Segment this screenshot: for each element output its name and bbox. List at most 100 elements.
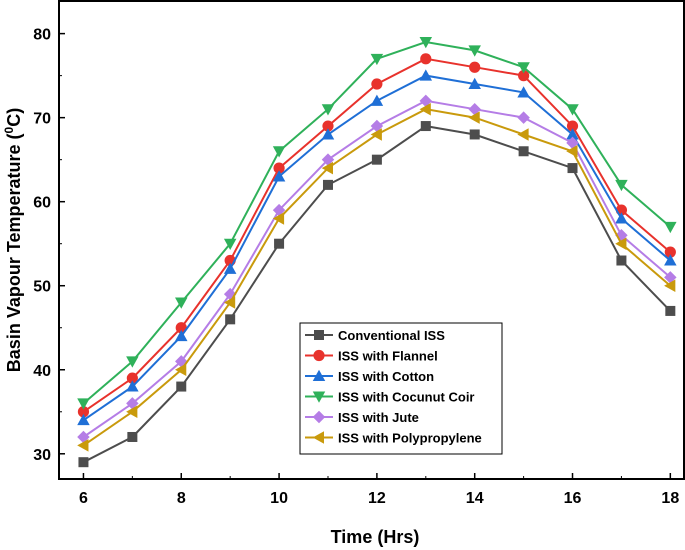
- series-4: [77, 94, 677, 444]
- legend-marker: [313, 349, 325, 362]
- y-axis-ticks: 30 40 50 60 70 80: [33, 27, 65, 464]
- data-point: [321, 104, 335, 116]
- data-point: [370, 128, 382, 141]
- data-point: [175, 329, 188, 342]
- data-point: [223, 238, 237, 250]
- data-point: [370, 53, 384, 66]
- series-2: [77, 69, 677, 426]
- data-point: [126, 397, 139, 410]
- data-point: [664, 246, 676, 258]
- data-point: [77, 413, 90, 426]
- y-tick-label: 70: [33, 111, 51, 128]
- data-point: [517, 128, 529, 141]
- data-point: [567, 163, 578, 174]
- data-point: [665, 305, 676, 316]
- legend-marker: [312, 391, 326, 403]
- legend-label: ISS with Jute: [338, 410, 419, 425]
- y-tick-label: 40: [33, 363, 51, 380]
- data-point: [126, 380, 139, 392]
- x-tick-label: 16: [564, 490, 582, 507]
- series-5: [77, 102, 676, 452]
- data-point: [371, 78, 383, 90]
- data-point: [468, 102, 481, 116]
- data-point: [78, 457, 89, 468]
- y-axis-title-sup: 0: [2, 126, 16, 133]
- plot-frame: [58, 0, 685, 480]
- y-tick-label: 50: [33, 279, 51, 296]
- data-point: [664, 221, 677, 234]
- legend-box: [299, 322, 503, 455]
- data-point: [322, 179, 333, 190]
- series-3: [77, 37, 677, 410]
- data-point: [225, 314, 236, 325]
- legend-marker: [312, 369, 326, 381]
- data-point: [420, 53, 432, 65]
- y-tick-label: 80: [33, 27, 51, 44]
- data-point: [468, 45, 481, 57]
- data-point: [566, 120, 579, 132]
- data-point: [321, 128, 335, 140]
- data-point: [77, 430, 90, 444]
- legend-marker: [312, 410, 326, 424]
- data-point: [273, 162, 285, 174]
- data-point: [566, 128, 579, 140]
- x-tick-label: 8: [177, 490, 186, 507]
- data-point: [274, 238, 285, 249]
- data-point: [175, 297, 188, 309]
- data-point: [126, 356, 139, 368]
- data-point: [175, 322, 187, 334]
- data-point: [469, 61, 481, 73]
- data-point: [664, 271, 677, 284]
- data-point: [419, 94, 433, 108]
- y-axis-title: Basin Vapour Temperature (0C): [2, 108, 24, 372]
- y-tick-label: 30: [33, 447, 51, 464]
- data-point: [518, 70, 530, 82]
- data-point: [370, 94, 384, 106]
- data-point: [126, 372, 138, 384]
- data-point: [321, 153, 335, 166]
- y-axis-title-unit: C): [4, 108, 24, 127]
- data-point: [615, 179, 628, 192]
- data-point: [272, 146, 286, 158]
- data-point: [616, 255, 627, 266]
- x-axis-title: Time (Hrs): [331, 527, 420, 547]
- legend-label: ISS with Polypropylene: [338, 431, 482, 446]
- legend-label: ISS with Flannel: [338, 349, 438, 364]
- data-point: [419, 69, 433, 81]
- data-point: [223, 262, 237, 274]
- data-point: [223, 296, 236, 309]
- series-0: [78, 121, 676, 468]
- data-point: [371, 154, 382, 165]
- data-point: [517, 86, 530, 98]
- y-axis-title-main: Basin Vapour Temperature (: [4, 133, 24, 372]
- data-point: [127, 431, 138, 442]
- x-tick-label: 12: [368, 490, 386, 507]
- x-tick-label: 14: [466, 490, 484, 507]
- data-point: [126, 405, 138, 419]
- data-point: [321, 161, 333, 175]
- data-point: [518, 146, 529, 157]
- data-point: [77, 406, 90, 418]
- series-layer: [77, 37, 677, 468]
- y-tick-label: 60: [33, 195, 51, 212]
- data-point: [615, 212, 628, 224]
- data-point: [664, 254, 677, 266]
- data-point: [419, 37, 433, 49]
- data-point: [469, 129, 480, 140]
- legend-label: ISS with Cocunut Coir: [338, 390, 475, 405]
- x-tick-label: 6: [79, 490, 88, 507]
- data-point: [370, 119, 384, 133]
- data-point: [468, 111, 480, 124]
- data-point: [517, 62, 530, 74]
- data-point: [77, 398, 90, 410]
- data-point: [566, 136, 579, 150]
- legend: Conventional ISS ISS with Flannel ISS with…: [299, 322, 503, 455]
- data-point: [420, 121, 431, 132]
- data-point: [272, 170, 286, 182]
- data-point: [566, 104, 579, 116]
- data-point: [272, 212, 285, 225]
- plot-area-border: [58, 0, 685, 480]
- legend-marker: [314, 330, 324, 340]
- data-point: [175, 363, 187, 377]
